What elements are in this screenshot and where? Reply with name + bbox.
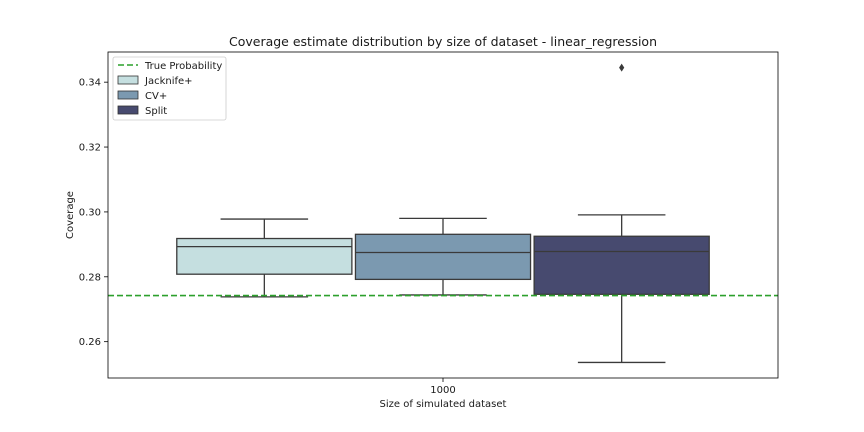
y-axis-label: Coverage xyxy=(65,191,76,239)
legend-label-true-probability: True Probability xyxy=(144,61,222,72)
x-axis-label: Size of simulated dataset xyxy=(380,399,507,410)
chart-title: Coverage estimate distribution by size o… xyxy=(229,34,657,49)
y-axis-ticks: 0.26 0.28 0.30 0.32 0.34 xyxy=(79,78,108,348)
box-split xyxy=(533,235,710,295)
legend-swatch-jacknife xyxy=(117,75,139,85)
legend: True Probability Jacknife+ CV+ Split xyxy=(112,56,227,121)
box-series-group xyxy=(176,63,710,364)
y-tick-label: 0.26 xyxy=(79,337,101,348)
legend-label-jacknife: Jacknife+ xyxy=(144,76,193,87)
outlier-point-split xyxy=(619,63,625,72)
box-jacknife xyxy=(176,237,353,275)
legend-swatch-cv xyxy=(117,90,139,100)
x-tick-label: 1000 xyxy=(430,385,455,396)
legend-swatch-split xyxy=(117,105,139,115)
plot-area-frame xyxy=(107,51,779,379)
legend-frame xyxy=(112,56,227,121)
x-axis-ticks: 1000 xyxy=(430,378,456,396)
y-tick-label: 0.34 xyxy=(79,78,101,89)
y-tick-label: 0.30 xyxy=(79,207,101,218)
y-tick-label: 0.28 xyxy=(79,272,101,283)
box-cv xyxy=(354,233,532,281)
y-tick-label: 0.32 xyxy=(79,143,101,154)
legend-label-cv: CV+ xyxy=(145,91,167,102)
legend-label-split: Split xyxy=(145,106,167,117)
